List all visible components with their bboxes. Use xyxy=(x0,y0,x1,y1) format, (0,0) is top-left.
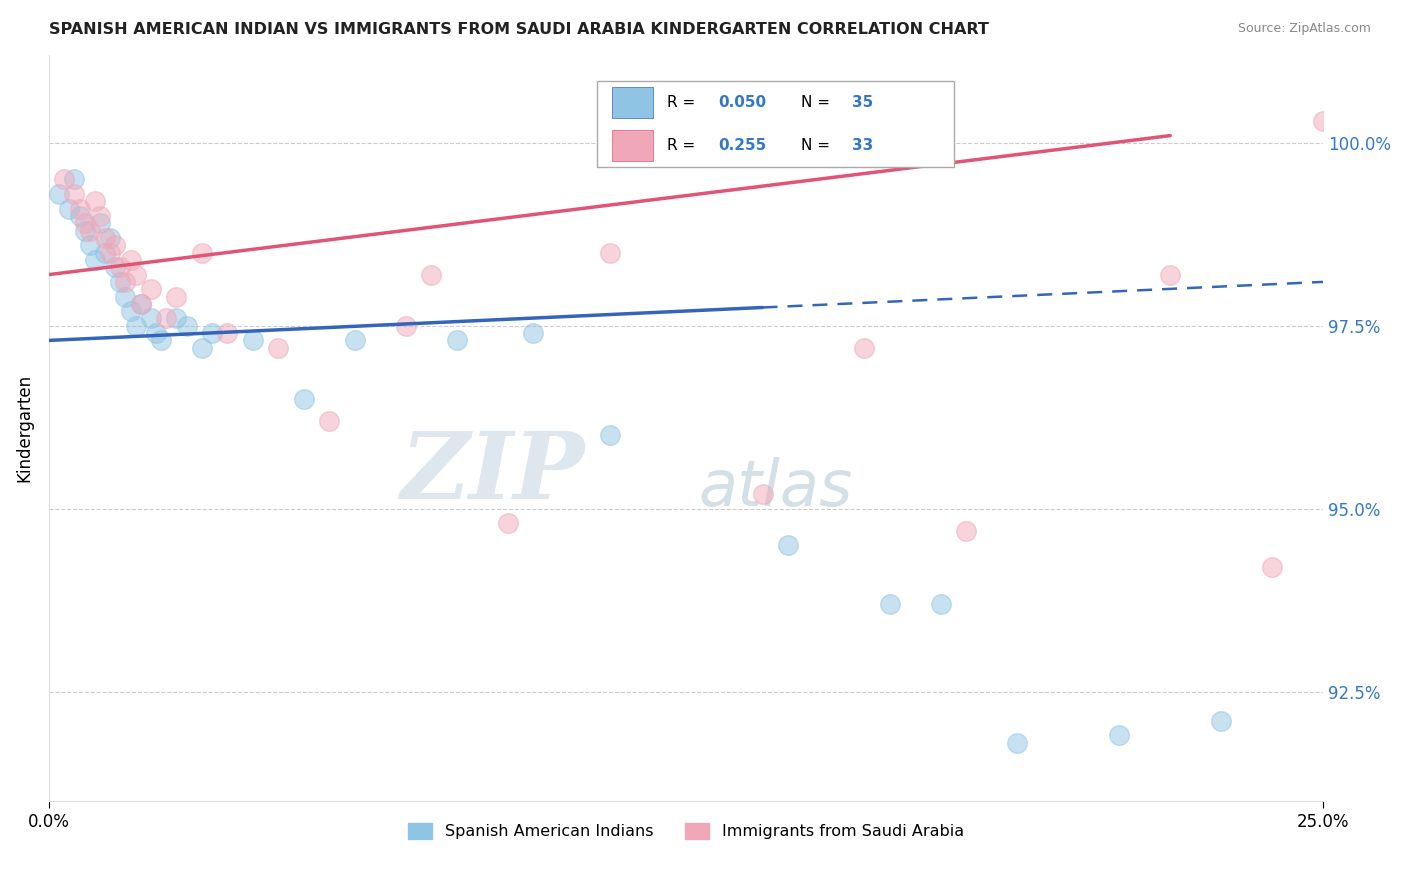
Point xyxy=(292,392,315,406)
Point xyxy=(53,172,76,186)
Point xyxy=(1108,728,1130,742)
Point xyxy=(267,341,290,355)
Point xyxy=(751,487,773,501)
Point xyxy=(139,282,162,296)
Point xyxy=(1211,714,1233,728)
Point xyxy=(191,245,214,260)
Point xyxy=(929,597,952,611)
Text: Source: ZipAtlas.com: Source: ZipAtlas.com xyxy=(1237,22,1371,36)
Text: 0.255: 0.255 xyxy=(718,138,766,153)
Point xyxy=(879,597,901,611)
Point xyxy=(395,318,418,333)
Point xyxy=(853,341,876,355)
Point xyxy=(124,318,146,333)
Point xyxy=(955,524,977,538)
Point xyxy=(98,245,121,260)
Point xyxy=(201,326,224,340)
Point xyxy=(110,275,132,289)
Text: 0.050: 0.050 xyxy=(718,95,766,111)
Point xyxy=(63,172,86,186)
Point xyxy=(114,289,136,303)
Point xyxy=(446,334,468,348)
Point xyxy=(89,209,111,223)
Point xyxy=(129,297,152,311)
Point xyxy=(343,334,366,348)
Text: SPANISH AMERICAN INDIAN VS IMMIGRANTS FROM SAUDI ARABIA KINDERGARTEN CORRELATION: SPANISH AMERICAN INDIAN VS IMMIGRANTS FR… xyxy=(49,22,988,37)
Point xyxy=(58,202,80,216)
Text: N =: N = xyxy=(801,95,835,111)
Point xyxy=(1312,114,1334,128)
Text: 33: 33 xyxy=(852,138,873,153)
Point xyxy=(104,260,127,275)
Point xyxy=(599,245,621,260)
Point xyxy=(120,304,142,318)
Text: R =: R = xyxy=(666,95,700,111)
Point xyxy=(599,428,621,442)
Point xyxy=(420,268,443,282)
Point xyxy=(242,334,264,348)
Point xyxy=(522,326,544,340)
Point xyxy=(1261,560,1284,574)
Point xyxy=(1362,574,1385,589)
Point xyxy=(69,202,91,216)
Text: R =: R = xyxy=(666,138,700,153)
Point xyxy=(176,318,198,333)
Point xyxy=(165,311,187,326)
Point xyxy=(83,194,105,209)
Text: N =: N = xyxy=(801,138,835,153)
Point xyxy=(94,231,117,245)
Point xyxy=(139,311,162,326)
Point xyxy=(79,224,101,238)
Text: atlas: atlas xyxy=(699,457,852,519)
Point xyxy=(776,538,799,552)
Point xyxy=(129,297,152,311)
Point xyxy=(1159,268,1181,282)
Point xyxy=(191,341,214,355)
FancyBboxPatch shape xyxy=(598,81,953,167)
Point xyxy=(217,326,239,340)
Point xyxy=(165,289,187,303)
Point xyxy=(120,252,142,267)
Point xyxy=(104,238,127,252)
Point xyxy=(89,216,111,230)
Y-axis label: Kindergarten: Kindergarten xyxy=(15,374,32,483)
Point xyxy=(73,216,96,230)
Point xyxy=(94,245,117,260)
Point xyxy=(73,224,96,238)
Point xyxy=(318,414,340,428)
Point xyxy=(110,260,132,275)
Point xyxy=(83,252,105,267)
Point xyxy=(98,231,121,245)
Point xyxy=(1007,736,1029,750)
Point xyxy=(79,238,101,252)
Point xyxy=(155,311,177,326)
Point xyxy=(124,268,146,282)
Point xyxy=(496,516,519,531)
Point xyxy=(145,326,167,340)
Point xyxy=(69,209,91,223)
Text: 35: 35 xyxy=(852,95,873,111)
Point xyxy=(150,334,173,348)
Text: ZIP: ZIP xyxy=(399,428,583,518)
Bar xyxy=(612,130,652,161)
Point xyxy=(114,275,136,289)
Point xyxy=(63,187,86,202)
Legend: Spanish American Indians, Immigrants from Saudi Arabia: Spanish American Indians, Immigrants fro… xyxy=(402,816,970,846)
Bar xyxy=(612,87,652,119)
Point xyxy=(48,187,70,202)
